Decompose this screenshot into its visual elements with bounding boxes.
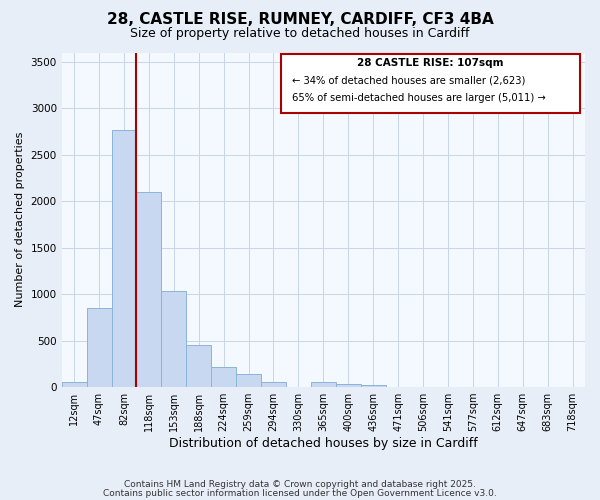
Bar bbox=[161, 292, 186, 387]
Text: 65% of semi-detached houses are larger (5,011) →: 65% of semi-detached houses are larger (… bbox=[292, 92, 545, 102]
Bar bbox=[336, 384, 361, 387]
Bar bbox=[211, 367, 236, 387]
Text: 28 CASTLE RISE: 107sqm: 28 CASTLE RISE: 107sqm bbox=[358, 58, 504, 68]
Text: Contains HM Land Registry data © Crown copyright and database right 2025.: Contains HM Land Registry data © Crown c… bbox=[124, 480, 476, 489]
Bar bbox=[361, 385, 386, 387]
Bar bbox=[311, 382, 336, 387]
Text: Contains public sector information licensed under the Open Government Licence v3: Contains public sector information licen… bbox=[103, 488, 497, 498]
Bar bbox=[112, 130, 136, 387]
Text: 28, CASTLE RISE, RUMNEY, CARDIFF, CF3 4BA: 28, CASTLE RISE, RUMNEY, CARDIFF, CF3 4B… bbox=[107, 12, 493, 28]
Bar bbox=[62, 382, 86, 387]
Text: ← 34% of detached houses are smaller (2,623): ← 34% of detached houses are smaller (2,… bbox=[292, 76, 526, 86]
X-axis label: Distribution of detached houses by size in Cardiff: Distribution of detached houses by size … bbox=[169, 437, 478, 450]
FancyBboxPatch shape bbox=[281, 54, 580, 112]
Text: Size of property relative to detached houses in Cardiff: Size of property relative to detached ho… bbox=[130, 28, 470, 40]
Bar bbox=[86, 308, 112, 387]
Bar bbox=[236, 374, 261, 387]
Bar bbox=[136, 192, 161, 387]
Y-axis label: Number of detached properties: Number of detached properties bbox=[15, 132, 25, 308]
Bar bbox=[186, 346, 211, 387]
Bar bbox=[261, 382, 286, 387]
